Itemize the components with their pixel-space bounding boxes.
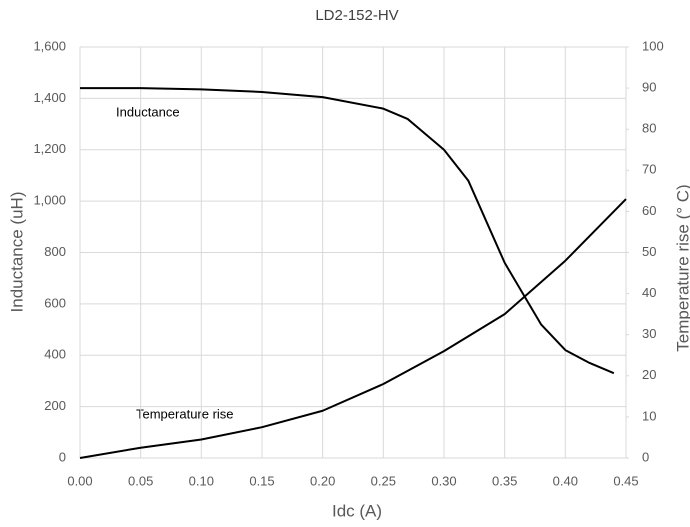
x-tick-label: 0.30: [431, 473, 456, 488]
x-tick-label: 0.40: [553, 473, 578, 488]
annotation: Temperature rise: [136, 406, 234, 421]
x-tick-label: 0.10: [189, 473, 214, 488]
y-tick-label: 200: [44, 398, 66, 413]
y-tick-label: 1,200: [33, 141, 66, 156]
x-axis-title: Idc (A): [332, 501, 382, 520]
y2-tick-label: 90: [642, 80, 656, 95]
y2-tick-label: 70: [642, 162, 656, 177]
y2-tick-label: 100: [642, 38, 664, 53]
y-tick-label: 1,000: [33, 193, 66, 208]
y2-tick-label: 0: [642, 449, 649, 464]
y-tick-label: 400: [44, 347, 66, 362]
y2-tick-label: 30: [642, 326, 656, 341]
y-tick-label: 1,600: [33, 38, 66, 53]
y-tick-label: 800: [44, 244, 66, 259]
y2-tick-label: 10: [642, 408, 656, 423]
y2-tick-label: 80: [642, 121, 656, 136]
y2-tick-label: 20: [642, 367, 656, 382]
annotation: Inductance: [116, 104, 180, 119]
x-tick-label: 0.20: [310, 473, 335, 488]
x-tick-label: 0.05: [128, 473, 153, 488]
x-tick-label: 0.00: [67, 473, 92, 488]
x-tick-label: 0.45: [613, 473, 638, 488]
x-tick-label: 0.15: [249, 473, 274, 488]
y-tick-label: 1,400: [33, 90, 66, 105]
x-tick-label: 0.35: [492, 473, 517, 488]
x-tick-label: 0.25: [371, 473, 396, 488]
series-line: [79, 198, 627, 459]
y2-axis-title: Temperature rise (° C): [673, 184, 690, 351]
y-tick-label: 600: [44, 295, 66, 310]
y2-tick-label: 50: [642, 244, 656, 259]
y2-tick-label: 40: [642, 285, 656, 300]
y2-tick-label: 60: [642, 203, 656, 218]
chart-title: LD2-152-HV: [315, 7, 398, 24]
y-tick-label: 0: [59, 449, 66, 464]
series-line: [80, 87, 615, 375]
y-axis-title: Inductance (uH): [7, 192, 26, 313]
